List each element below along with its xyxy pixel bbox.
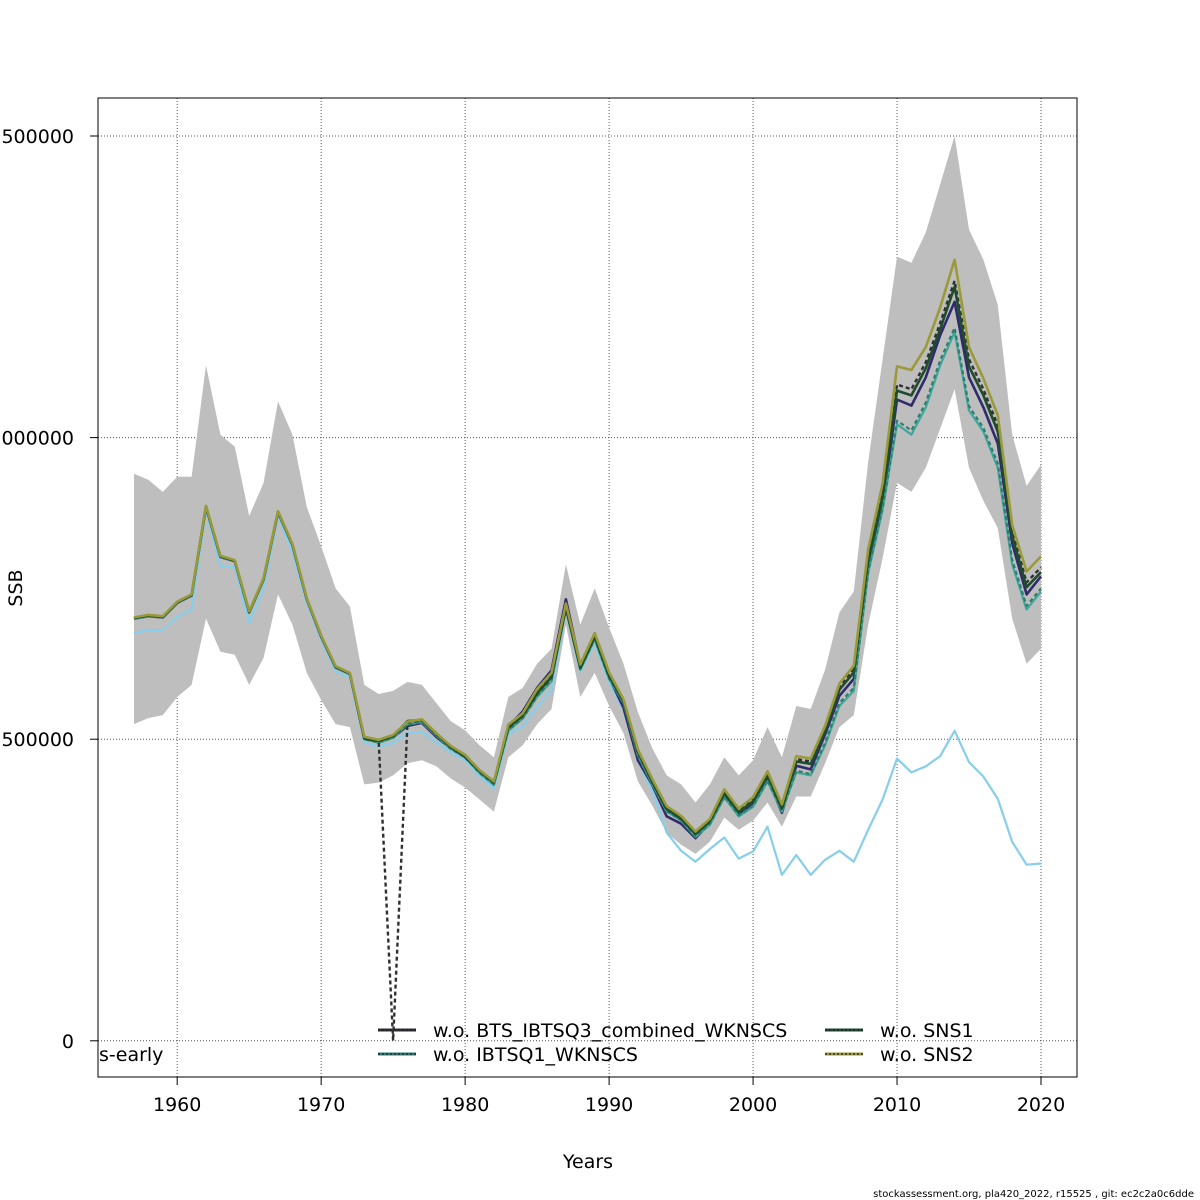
legend-item: w.o. SNS1 [825, 1020, 974, 1042]
y-tick-label: 1000000 [0, 428, 74, 450]
y-tick-label: 1500000 [0, 126, 74, 148]
x-tick-label: 2020 [1017, 1094, 1065, 1116]
series-line-6 [133, 258, 1042, 833]
x-axis-title: Years [562, 1151, 613, 1173]
y-axis-title: SSB [5, 569, 27, 606]
series-lines [133, 258, 1043, 1042]
legend-label: w.o. SNS2 [880, 1044, 974, 1066]
footer-credit: stockassessment.org, pla420_2022, r15525… [873, 1189, 1194, 1200]
x-tick-label: 2010 [873, 1094, 921, 1116]
annotation-label: s-early [99, 1044, 163, 1066]
legend-item: w.o. BTS_IBTSQ3_combined_WKNSCS [378, 1020, 787, 1042]
x-tick-label: 1960 [153, 1094, 201, 1116]
series-line-4 [133, 326, 1042, 838]
x-tick-label: 1980 [441, 1094, 489, 1116]
legend-item: w.o. IBTSQ1_WKNSCS [378, 1044, 638, 1066]
plot-frame [97, 97, 1078, 1078]
x-tick-label: 1990 [585, 1094, 633, 1116]
x-tick-label: 2000 [729, 1094, 777, 1116]
legend-label: w.o. IBTSQ1_WKNSCS [433, 1044, 638, 1066]
legend-label: w.o. BTS_IBTSQ3_combined_WKNSCS [433, 1020, 787, 1042]
legend-label: w.o. SNS1 [880, 1020, 974, 1042]
confidence-band [134, 136, 1041, 854]
x-tick-label: 1970 [297, 1094, 345, 1116]
y-tick-label: 0 [62, 1031, 74, 1053]
legend-item: w.o. SNS2 [825, 1044, 974, 1066]
y-tick-label: 500000 [1, 729, 74, 751]
ci-band [134, 136, 1041, 854]
x-axis: 1960 1970 1980 1990 2000 2010 2020 [153, 1077, 1065, 1116]
y-axis: 0 500000 1000000 1500000 [0, 126, 98, 1053]
